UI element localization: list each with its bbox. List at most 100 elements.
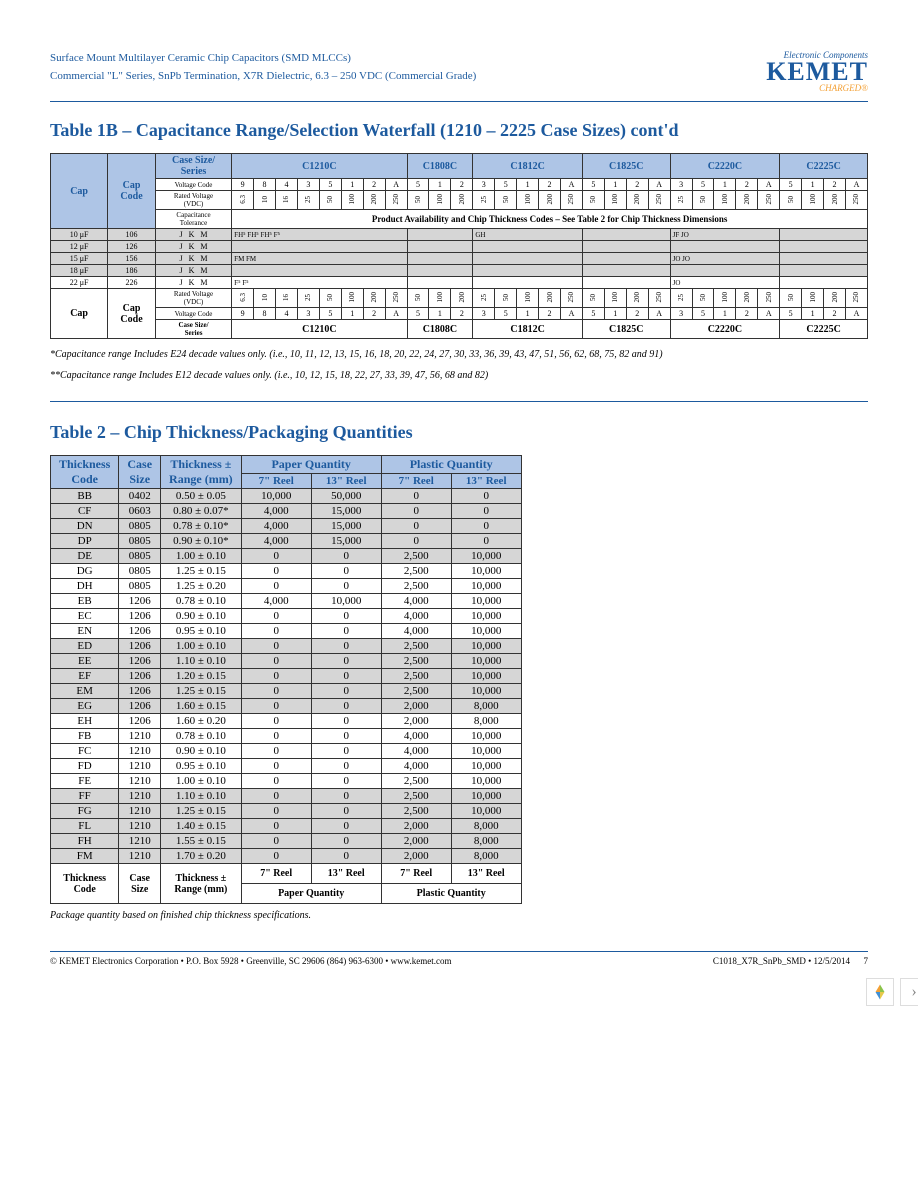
- t1b-vcode-row-bottom: Voltage Code 9843512A 512 3512A 512A 351…: [51, 308, 868, 320]
- table-cell: DH: [51, 579, 119, 594]
- paginator: ›: [866, 978, 918, 1006]
- logo: Electronic Components KEMET CHARGED®: [766, 50, 868, 93]
- table-cell: 0.78 ± 0.10: [161, 594, 242, 609]
- t1b-captol-label: Capacitance Tolerance: [155, 210, 231, 229]
- table-cell: 1.10 ± 0.10: [161, 654, 242, 669]
- table-cell: 0: [241, 684, 311, 699]
- t1b-cell: [582, 229, 670, 241]
- table-cell: 0805: [119, 549, 161, 564]
- t1b-tol: J K M: [155, 253, 231, 265]
- table-cell: 0: [311, 624, 381, 639]
- t1b-cell: [582, 277, 670, 289]
- table-row: DN08050.78 ± 0.10*4,00015,00000: [51, 519, 522, 534]
- t1b-cell: F⁵ F⁵: [232, 277, 407, 289]
- table-cell: DG: [51, 564, 119, 579]
- table-cell: EB: [51, 594, 119, 609]
- table-cell: 2,500: [381, 549, 451, 564]
- table-cell: EH: [51, 714, 119, 729]
- table-row: CF06030.80 ± 0.07*4,00015,00000: [51, 504, 522, 519]
- t1b-cell: [407, 253, 473, 265]
- t1b-code: 106: [108, 229, 156, 241]
- t1b-vcode-label: Voltage Code: [155, 179, 231, 191]
- table-cell: 0: [311, 699, 381, 714]
- table-cell: 2,500: [381, 774, 451, 789]
- table2: Thickness Code Case Size Thickness ± Ran…: [50, 455, 522, 904]
- paginator-logo-icon[interactable]: [866, 978, 894, 1006]
- t2-h-thickcode: Thickness Code: [51, 456, 119, 489]
- table-row: FC12100.90 ± 0.10004,00010,000: [51, 744, 522, 759]
- t1b-series-5: C2225C: [780, 154, 868, 179]
- table-row: EH12061.60 ± 0.20002,0008,000: [51, 714, 522, 729]
- table-row: FE12101.00 ± 0.10002,50010,000: [51, 774, 522, 789]
- table-row: EG12061.60 ± 0.15002,0008,000: [51, 699, 522, 714]
- table-cell: 1206: [119, 594, 161, 609]
- table-cell: FB: [51, 729, 119, 744]
- table-cell: 0: [451, 504, 521, 519]
- table-row: FF12101.10 ± 0.10002,50010,000: [51, 789, 522, 804]
- table-cell: DN: [51, 519, 119, 534]
- table-cell: EF: [51, 669, 119, 684]
- table-cell: 1.00 ± 0.10: [161, 639, 242, 654]
- t1b-row: 18 μF186J K M: [51, 265, 868, 277]
- table-cell: 0: [311, 804, 381, 819]
- paginator-next-button[interactable]: ›: [900, 978, 918, 1006]
- table-cell: 1.25 ± 0.15: [161, 804, 242, 819]
- t1b-row: 12 μF126J K M: [51, 241, 868, 253]
- table-cell: 0: [241, 774, 311, 789]
- table-cell: DE: [51, 549, 119, 564]
- table-cell: 0: [311, 669, 381, 684]
- t1b-cell: [670, 265, 780, 277]
- table-cell: FD: [51, 759, 119, 774]
- table-cell: 10,000: [451, 564, 521, 579]
- table-cell: 0.95 ± 0.10: [161, 759, 242, 774]
- table-cell: 10,000: [451, 789, 521, 804]
- table-cell: 2,500: [381, 669, 451, 684]
- table-cell: FM: [51, 849, 119, 864]
- table-row: EF12061.20 ± 0.15002,50010,000: [51, 669, 522, 684]
- table-cell: 0: [241, 834, 311, 849]
- table-cell: 0: [451, 519, 521, 534]
- table-cell: 1210: [119, 819, 161, 834]
- table-row: FL12101.40 ± 0.15002,0008,000: [51, 819, 522, 834]
- header-rule: [50, 101, 868, 102]
- table-cell: 10,000: [451, 669, 521, 684]
- table-cell: 2,500: [381, 564, 451, 579]
- table-cell: 0: [451, 534, 521, 549]
- t1b-cell: [232, 241, 407, 253]
- table-cell: 10,000: [451, 549, 521, 564]
- table-cell: 0: [241, 564, 311, 579]
- table-cell: 1.25 ± 0.15: [161, 684, 242, 699]
- table-cell: EE: [51, 654, 119, 669]
- table-cell: 1210: [119, 834, 161, 849]
- t1b-cap-header: Cap: [51, 154, 108, 229]
- table-cell: 10,000: [451, 639, 521, 654]
- table-cell: 4,000: [241, 504, 311, 519]
- t1b-cell: FM FM: [232, 253, 407, 265]
- table-cell: 8,000: [451, 834, 521, 849]
- table-cell: 10,000: [451, 654, 521, 669]
- table-cell: 1206: [119, 609, 161, 624]
- table-cell: 0: [381, 534, 451, 549]
- table-cell: 1210: [119, 849, 161, 864]
- table-cell: 4,000: [381, 624, 451, 639]
- table-cell: 0: [241, 819, 311, 834]
- table-cell: FL: [51, 819, 119, 834]
- t2-h-plastic7: 7" Reel: [381, 474, 451, 489]
- t1b-vcode-row: Voltage Code 9843512A 512 3512A 512A 351…: [51, 179, 868, 191]
- table-cell: CF: [51, 504, 119, 519]
- table-cell: 1210: [119, 759, 161, 774]
- t2-h-paper7: 7" Reel: [241, 474, 311, 489]
- t1b-series-3: C1825C: [582, 154, 670, 179]
- table-cell: 10,000: [311, 594, 381, 609]
- table-row: DE08051.00 ± 0.10002,50010,000: [51, 549, 522, 564]
- table-cell: 15,000: [311, 504, 381, 519]
- table-row: EE12061.10 ± 0.10002,50010,000: [51, 654, 522, 669]
- table-cell: 4,000: [381, 729, 451, 744]
- table-cell: 10,000: [451, 594, 521, 609]
- table-cell: 0: [311, 729, 381, 744]
- t1b-cell: [232, 265, 407, 277]
- table-cell: 10,000: [451, 579, 521, 594]
- table-cell: 1210: [119, 774, 161, 789]
- table-cell: 1210: [119, 804, 161, 819]
- table-cell: 10,000: [451, 729, 521, 744]
